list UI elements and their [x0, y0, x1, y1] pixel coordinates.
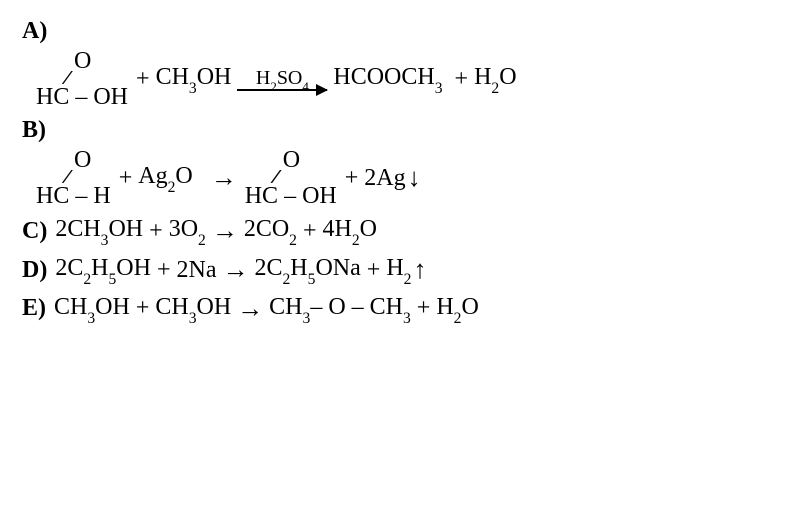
eqA-al-so: SO	[277, 67, 303, 89]
eqE-plus2: +	[417, 295, 431, 322]
eqA-arrow-shaft-icon	[237, 89, 327, 91]
label-d: D)	[22, 257, 47, 284]
eqD-t3s2: 5	[308, 271, 316, 288]
eqD-t3s1: 2	[283, 271, 291, 288]
eqA-ch: CH	[156, 64, 189, 90]
eqC-arrow-icon: →	[212, 216, 238, 246]
eqB-down-icon: ↓	[408, 163, 421, 193]
eqA-h-sub: 2	[491, 80, 499, 97]
eqE-plus1: +	[136, 295, 150, 322]
eqE-t3s2: 3	[403, 310, 411, 327]
eqB-plus1: +	[119, 165, 133, 192]
eqB-ag-sub: 2	[168, 179, 176, 196]
eqE-t1a: CH	[54, 294, 87, 320]
eqD-t4a: H	[386, 255, 403, 281]
label-c: C)	[22, 218, 47, 245]
equation-e: E) CH3OH + CH3OH → CH3– O – CH3 + H2O	[22, 294, 772, 325]
eqA-hcooch-sub: 3	[435, 80, 443, 97]
eqD-plus1: +	[157, 257, 171, 284]
eqD-t1s2: 5	[108, 271, 116, 288]
eqC-t1s: 3	[101, 232, 109, 249]
eqC-t4a: 4H	[323, 216, 352, 242]
eqA-hcooch: HCOOCH	[333, 64, 434, 90]
eqE-t1s: 3	[87, 310, 95, 327]
eqC-t2a: 3O	[169, 216, 198, 242]
eqA-h: H	[474, 64, 491, 90]
eqB-2ag: 2Ag	[364, 165, 405, 192]
label-b: B)	[22, 117, 772, 144]
eqD-t1a: 2C	[55, 255, 83, 281]
eqE-t2a: CH	[155, 294, 188, 320]
label-e: E)	[22, 295, 46, 322]
eqC-t4s: 2	[352, 232, 360, 249]
eqE-t4b: O	[461, 294, 478, 320]
eqA-g1-tail: – OH	[75, 85, 128, 109]
eqC-t1a: 2CH	[55, 216, 100, 242]
eqD-arrow-icon: →	[222, 255, 248, 285]
eqC-t4b: O	[360, 216, 377, 242]
eqB-g1-prefix: HC	[36, 184, 69, 208]
eqE-arrow-icon: →	[237, 294, 263, 324]
eqA-plus2: +	[455, 66, 469, 93]
eqA-al-h: H	[256, 67, 270, 89]
eqD-up-icon: ↑	[413, 255, 426, 285]
equation-d: D) 2C2H5OH + 2Na → 2C2H5ONa + H2 ↑	[22, 255, 772, 286]
equation-b: O ⁄⁄ HC – H + Ag2O → O ⁄⁄ HC – OH + 2Ag …	[34, 148, 772, 208]
eqA-arrow-label: H2SO4	[256, 68, 309, 91]
eqD-plus2: +	[367, 257, 381, 284]
eqB-g1-tail: – H	[75, 184, 110, 208]
eqE-t2b: OH	[197, 294, 232, 320]
equation-a: O ⁄⁄ HC – OH + CH3OH H2SO4 HCOOCH3 + H2O	[34, 49, 772, 109]
eqD-t1c: OH	[116, 255, 151, 281]
eqA-al-2: 2	[270, 79, 277, 94]
eqA-ch-sub: 3	[189, 80, 197, 97]
eqD-t3b: H	[290, 255, 307, 281]
eqD-t3a: 2C	[254, 255, 282, 281]
eqA-al-4: 4	[302, 79, 309, 94]
eqB-g2-tail: – OH	[284, 184, 337, 208]
eqA-ester: HCOOCH3	[333, 64, 442, 95]
eqE-t3a: CH	[269, 294, 302, 320]
eqA-arrow: H2SO4	[237, 68, 327, 91]
eqB-arrow-icon: →	[211, 163, 237, 193]
eqB-ago: O	[175, 163, 192, 189]
eqA-oh: OH	[197, 64, 232, 90]
eqE-t1b: OH	[95, 294, 130, 320]
eqC-t2s: 2	[198, 232, 206, 249]
label-a: A)	[22, 18, 772, 45]
eqC-plus1: +	[149, 218, 163, 245]
eqD-t4s: 2	[404, 271, 412, 288]
eqE-t2s: 3	[189, 310, 197, 327]
eqE-t4s: 2	[454, 310, 462, 327]
eqE-t3b: – O – CH	[310, 294, 403, 320]
equation-c: C) 2CH3OH + 3O2 → 2CO2 + 4H2O	[22, 216, 772, 247]
eqE-t3s1: 3	[303, 310, 311, 327]
eqB-plus2: +	[345, 165, 359, 192]
eqD-t3c: ONa	[315, 255, 360, 281]
eqB-formic-acid: O ⁄⁄ HC – OH	[245, 148, 337, 208]
eqD-t1b: H	[91, 255, 108, 281]
eqA-g1-prefix: HC	[36, 85, 69, 109]
eqD-t2: 2Na	[177, 257, 217, 284]
eqB-formaldehyde: O ⁄⁄ HC – H	[36, 148, 111, 208]
eqA-g1-top: O	[74, 49, 91, 73]
eqD-t1s1: 2	[83, 271, 91, 288]
eqA-formic-acid: O ⁄⁄ HC – OH	[36, 49, 128, 109]
eqA-methanol: CH3OH	[156, 64, 232, 95]
eqC-t3a: 2CO	[244, 216, 289, 242]
eqA-plus1: +	[136, 66, 150, 93]
eqB-g2-top: O	[283, 148, 300, 172]
eqB-ag: Ag	[138, 163, 167, 189]
eqC-t1b: OH	[108, 216, 143, 242]
eqE-t4a: H	[436, 294, 453, 320]
eqA-water: H2O	[474, 64, 516, 95]
eqB-ag2o: Ag2O	[138, 163, 192, 194]
eqC-plus2: +	[303, 218, 317, 245]
eqB-g2-prefix: HC	[245, 184, 278, 208]
eqC-t3s: 2	[289, 232, 297, 249]
eqA-o: O	[499, 64, 516, 90]
eqB-g1-top: O	[74, 148, 91, 172]
